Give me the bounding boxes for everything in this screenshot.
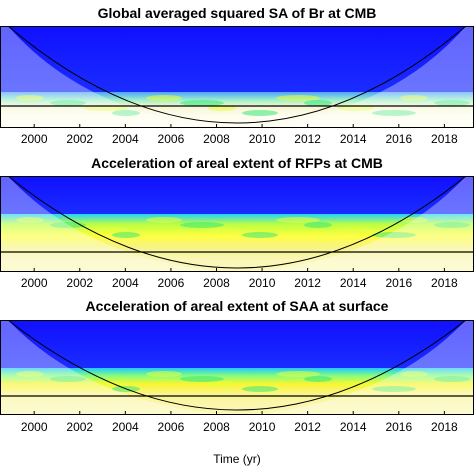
x-tick-label: 2004 — [111, 420, 139, 434]
heatmap-blob — [146, 95, 182, 101]
panel2-title: Acceleration of areal extent of RFPs at … — [91, 155, 383, 171]
x-tick-label: 2018 — [431, 276, 458, 290]
x-tick-label: 2008 — [203, 276, 230, 290]
x-tick-label: 2014 — [339, 276, 367, 290]
heatmap-blob — [434, 376, 470, 382]
heatmap-blob — [434, 100, 470, 106]
heatmap-blob — [84, 227, 128, 233]
x-tick-label: 2010 — [248, 276, 276, 290]
x-tick-label: 2014 — [339, 132, 367, 146]
x-tick-label: 2014 — [339, 420, 367, 434]
x-tick-label: 2000 — [20, 132, 48, 146]
heatmap-blob — [180, 376, 224, 382]
x-tick-label: 2006 — [157, 132, 185, 146]
heatmap-blob — [304, 222, 332, 228]
heatmap-blob — [146, 217, 182, 223]
heatmap-blob — [242, 386, 278, 392]
x-tick-label: 2016 — [385, 132, 413, 146]
cone-of-influence — [7, 26, 467, 124]
cone-shade-left — [0, 26, 229, 128]
heatmap-blob — [242, 232, 278, 238]
x-tick-label: 2008 — [203, 420, 230, 434]
x-tick-label: 2010 — [248, 420, 276, 434]
panel3-title: Acceleration of areal extent of SAA at s… — [85, 298, 389, 314]
heatmap-blob — [112, 110, 140, 116]
heatmap-blob — [276, 371, 320, 377]
panel2-plot — [0, 176, 474, 272]
heatmap-blob — [208, 381, 236, 387]
heatmap-blob — [304, 376, 332, 382]
x-tick-label: 2000 — [20, 420, 48, 434]
x-tick-label: 2002 — [66, 132, 94, 146]
panel3-plot — [0, 320, 474, 415]
heatmap-blob — [304, 100, 332, 106]
heatmap-blob — [16, 95, 44, 101]
heatmap-blob — [146, 371, 182, 377]
heatmap-blob — [50, 376, 86, 382]
heatmap-blob — [400, 95, 428, 101]
heatmap-blob — [208, 227, 236, 233]
x-tick-label: 2012 — [294, 132, 321, 146]
x-axis-label: Time (yr) — [213, 452, 261, 466]
panel2-xticks: 2000 2002 2004 2006 2008 2010 2012 2014 2016 2018 — [0, 276, 474, 292]
panel1-title: Global averaged squared SA of Br at CMB — [97, 5, 377, 21]
x-tick-label: 2004 — [111, 276, 139, 290]
panel1-plot — [0, 26, 474, 128]
x-tick-label: 2006 — [157, 276, 185, 290]
heatmap-blob — [400, 371, 428, 377]
cone-of-influence — [7, 320, 467, 411]
heatmap-blob — [112, 232, 140, 238]
heatmap-blob — [372, 232, 416, 238]
x-tick-label: 2012 — [294, 276, 321, 290]
heatmap-blob — [242, 110, 278, 116]
heatmap-blob — [338, 227, 374, 233]
x-tick-label: 2012 — [294, 420, 321, 434]
heatmap-blob — [16, 217, 44, 223]
heatmap-blob — [338, 381, 374, 387]
heatmap-blob — [372, 110, 416, 116]
heatmap-blob — [276, 217, 320, 223]
heatmap-blob — [180, 222, 224, 228]
panel1-xticks: 2000 2002 2004 2006 2008 2010 2012 2014 2016 2018 — [0, 132, 474, 148]
heatmap-blob — [16, 371, 44, 377]
cone-shade-right — [245, 176, 474, 272]
heatmap-blob — [180, 100, 224, 106]
panel3-xticks: 2000 2002 2004 2006 2008 2010 2012 2014 2016 2018 — [0, 420, 474, 436]
heatmap-blob — [434, 222, 470, 228]
x-tick-label: 2008 — [203, 132, 230, 146]
cone-of-influence — [7, 176, 467, 269]
x-tick-label: 2002 — [66, 276, 94, 290]
x-tick-label: 2006 — [157, 420, 185, 434]
cone-shade-right — [245, 26, 474, 128]
heatmap-blob — [372, 386, 416, 392]
heatmap-blob — [276, 95, 320, 101]
x-tick-label: 2002 — [66, 420, 94, 434]
x-tick-label: 2000 — [20, 276, 48, 290]
x-tick-label: 2018 — [431, 420, 458, 434]
heatmap-blob — [400, 217, 428, 223]
x-tick-label: 2016 — [385, 420, 413, 434]
heatmap-blob — [50, 100, 86, 106]
cone-shade-right — [245, 320, 474, 415]
x-tick-label: 2004 — [111, 132, 139, 146]
cone-shade-left — [0, 176, 229, 272]
x-tick-label: 2010 — [248, 132, 276, 146]
x-tick-label: 2018 — [431, 132, 458, 146]
x-tick-label: 2016 — [385, 276, 413, 290]
cone-shade-left — [0, 320, 229, 415]
